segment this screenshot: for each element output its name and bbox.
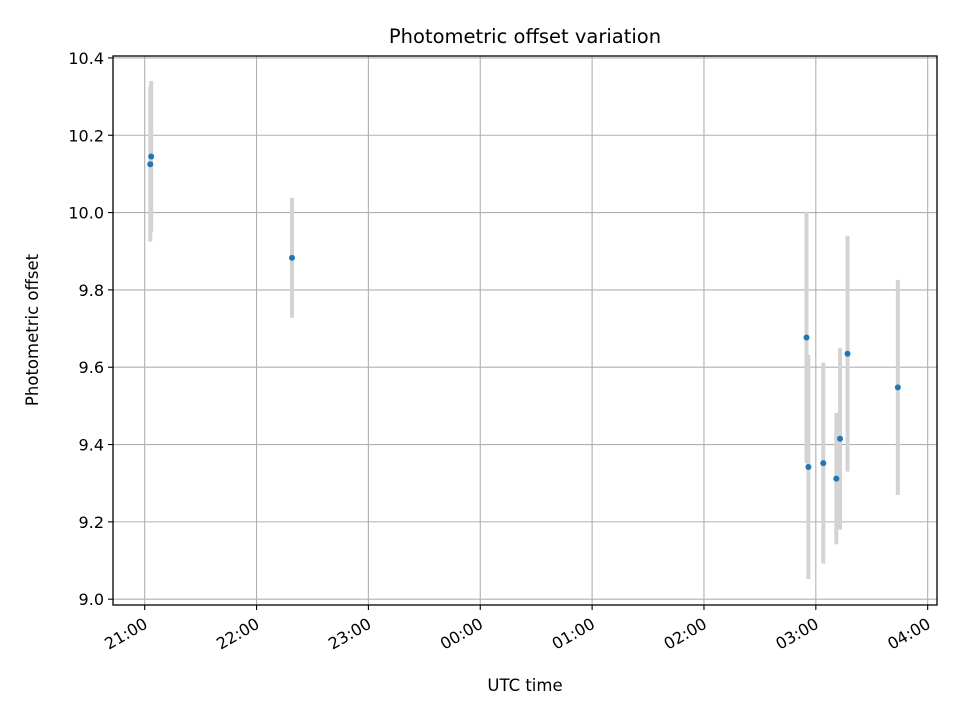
y-tick-label: 9.0 <box>79 590 104 609</box>
x-tick-label: 02:00 <box>661 614 710 654</box>
y-tick-label: 10.4 <box>68 49 104 68</box>
y-tick-label: 10.2 <box>68 126 104 145</box>
x-axis: 21:00 22:00 23:00 00:00 01:00 02:00 03:00 04:00 <box>101 605 934 654</box>
plot-area <box>113 56 937 605</box>
data-point <box>820 460 827 467</box>
y-tick-label: 10.0 <box>68 204 104 223</box>
chart-title: Photometric offset variation <box>389 25 661 48</box>
x-tick-label: 23:00 <box>325 614 374 654</box>
x-tick-label: 01:00 <box>549 614 598 654</box>
y-tick-label: 9.2 <box>79 513 104 532</box>
data-point <box>288 254 295 261</box>
x-tick-label: 22:00 <box>213 614 262 654</box>
y-axis-title: Photometric offset <box>23 253 42 406</box>
data-point <box>894 384 901 391</box>
data-point <box>147 161 154 168</box>
data-point <box>803 334 810 341</box>
data-points <box>147 153 901 482</box>
x-tick-label: 00:00 <box>437 614 486 654</box>
y-tick-label: 9.4 <box>79 436 104 455</box>
x-tick-label: 21:00 <box>101 614 150 654</box>
plot-frame <box>112 55 938 606</box>
data-point <box>805 463 812 470</box>
data-point <box>844 350 851 357</box>
grid <box>113 56 937 605</box>
data-point <box>833 475 840 482</box>
data-point <box>837 435 844 442</box>
y-axis: 9.0 9.2 9.4 9.6 9.8 10.0 10.2 10.4 <box>68 49 113 609</box>
x-tick-label: 04:00 <box>884 614 933 654</box>
x-axis-title: UTC time <box>487 676 562 695</box>
x-tick-label: 03:00 <box>772 614 821 654</box>
y-tick-label: 9.6 <box>79 358 104 377</box>
y-tick-label: 9.8 <box>79 281 104 300</box>
data-point <box>148 153 155 160</box>
